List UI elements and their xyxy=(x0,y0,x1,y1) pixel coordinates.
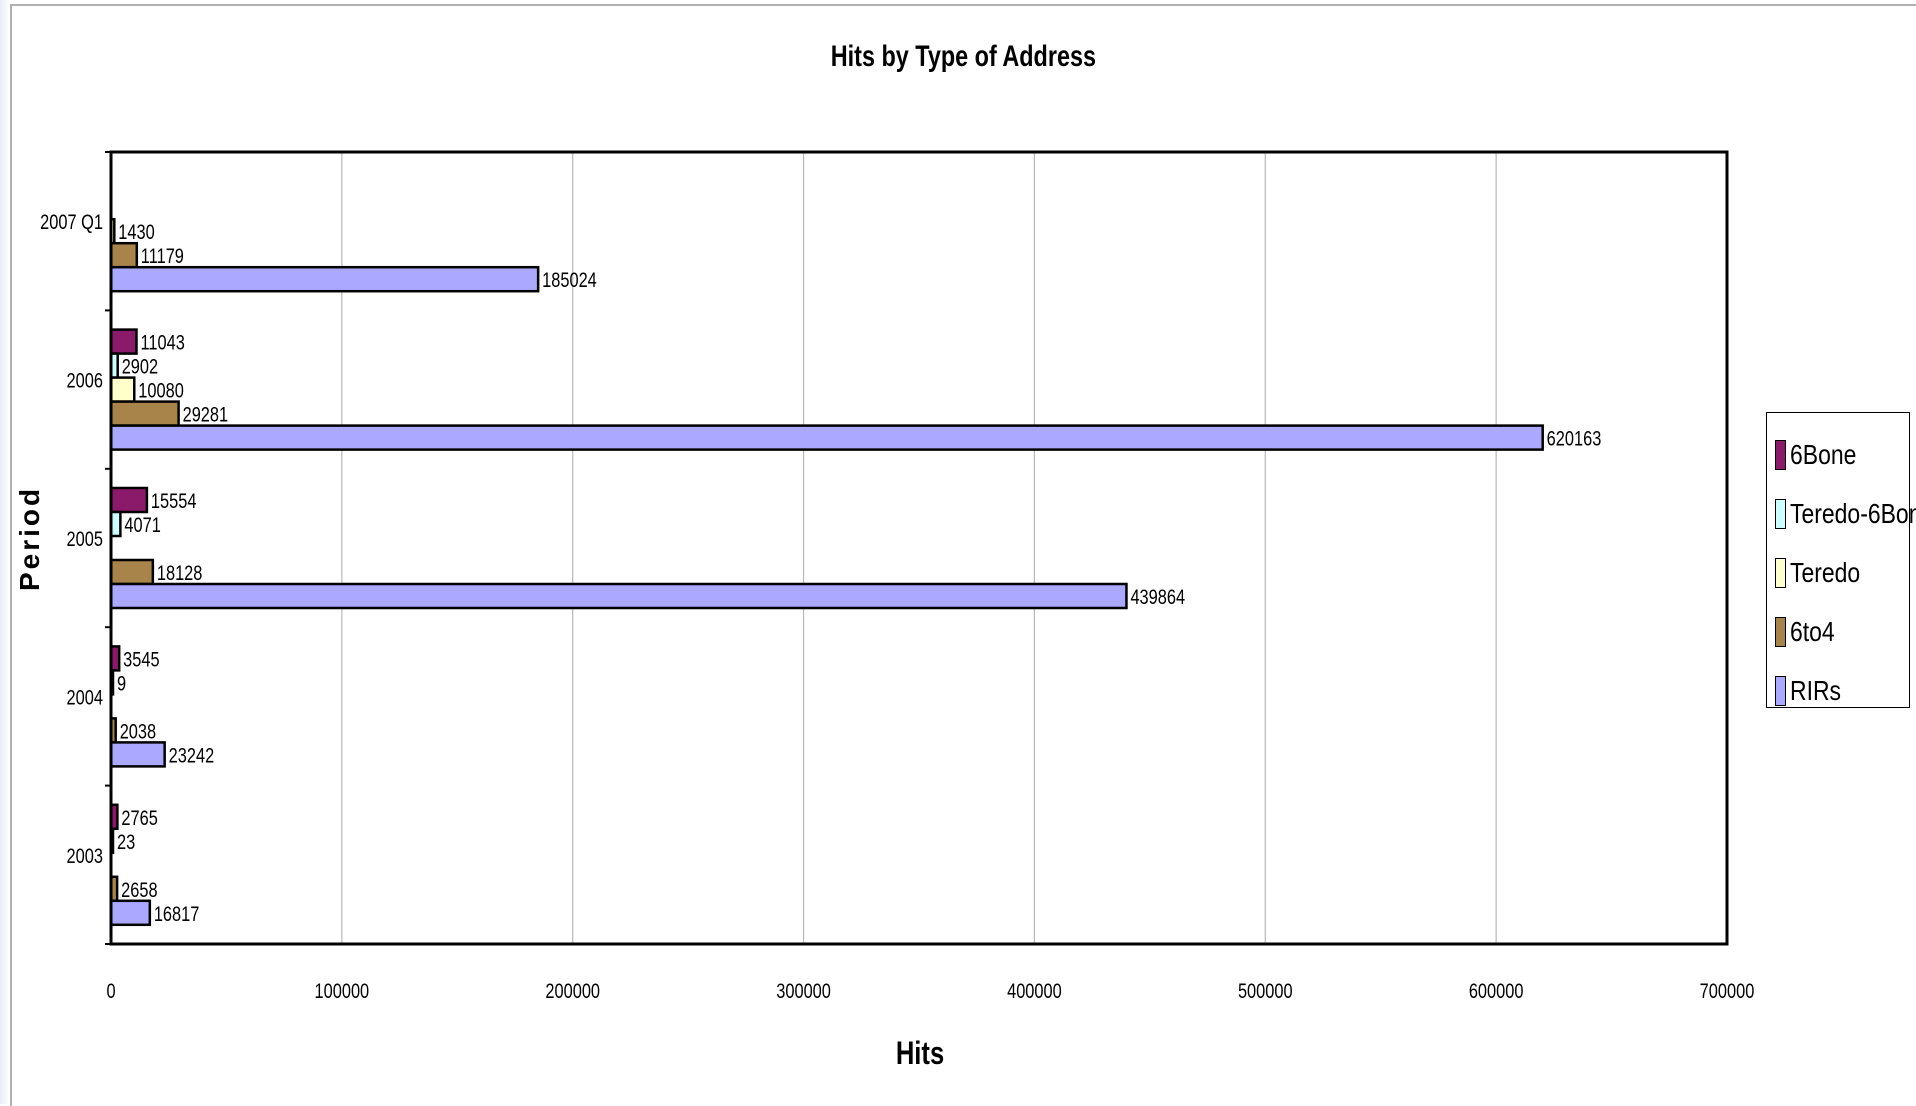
y-category-label: 2007 Q1 xyxy=(40,210,103,233)
legend-item: 6to4 xyxy=(1775,614,1845,650)
bar-value-label: 2902 xyxy=(122,355,158,378)
legend-item: 6Bone xyxy=(1775,437,1871,473)
legend-swatch xyxy=(1775,499,1786,529)
bar-rirs xyxy=(109,899,152,927)
bar-value-label: 18128 xyxy=(157,561,203,584)
plot-area-border xyxy=(109,150,1729,946)
bar-6to4 xyxy=(109,241,139,269)
x-tick-label: 100000 xyxy=(315,979,370,1002)
x-tick-label: 0 xyxy=(106,979,115,1002)
legend-label: 6Bone xyxy=(1790,439,1857,470)
bar-value-label: 2038 xyxy=(120,719,156,742)
bar-6to4 xyxy=(109,558,155,586)
bar-value-label: 15554 xyxy=(151,489,197,512)
legend-item: Teredo-6Bone xyxy=(1775,496,1916,532)
bar-value-label: 11179 xyxy=(141,244,184,267)
bar-rirs xyxy=(109,582,1128,610)
legend-swatch xyxy=(1775,617,1786,647)
bar-rirs xyxy=(109,741,166,768)
bar-value-label: 4071 xyxy=(124,513,160,536)
bar-value-label: 185024 xyxy=(542,268,597,291)
bar-teredo xyxy=(109,376,136,403)
bar-6bone xyxy=(109,328,138,355)
page-edge-strip xyxy=(0,0,10,1104)
x-tick-label: 700000 xyxy=(1700,979,1755,1002)
bar-value-label: 11043 xyxy=(140,331,184,354)
legend-label: Teredo-6Bone xyxy=(1790,498,1916,529)
bar-value-label: 29281 xyxy=(183,403,229,426)
legend-label: RIRs xyxy=(1790,675,1842,706)
bar-rirs xyxy=(109,265,540,293)
bar-value-label: 10080 xyxy=(138,379,184,402)
legend: 6Bone Teredo-6Bone Teredo 6to4 RIRs xyxy=(1766,412,1916,709)
legend-label: 6to4 xyxy=(1790,616,1835,647)
bar-value-label: 23242 xyxy=(169,743,215,766)
legend-item: RIRs xyxy=(1775,673,1852,709)
bar-value-label: 3545 xyxy=(123,647,159,670)
y-category-label: 2005 xyxy=(67,527,103,550)
x-tick-label: 500000 xyxy=(1238,979,1293,1002)
y-category-label: 2004 xyxy=(67,685,103,708)
legend-item: Teredo xyxy=(1775,555,1876,591)
bar-value-label: 2765 xyxy=(121,806,157,829)
bar-value-label: 9 xyxy=(117,671,126,694)
x-tick-label: 600000 xyxy=(1469,979,1524,1002)
y-axis-title: Period xyxy=(14,485,45,591)
chart-frame xyxy=(10,4,1916,1106)
bar-6bone xyxy=(109,486,149,514)
bar-rirs xyxy=(109,424,1544,451)
bar-6to4 xyxy=(109,400,180,427)
bar-value-label: 439864 xyxy=(1130,585,1185,608)
legend-swatch xyxy=(1775,558,1786,588)
y-category-label: 2003 xyxy=(67,844,103,867)
bar-value-label: 16817 xyxy=(154,902,200,925)
bar-value-label: 1430 xyxy=(118,220,154,243)
chart-title: Hits by Type of Address xyxy=(830,40,1097,73)
x-tick-label: 200000 xyxy=(545,979,600,1002)
bar-value-label: 23 xyxy=(117,830,135,853)
y-category-label: 2006 xyxy=(67,369,103,392)
x-tick-label: 300000 xyxy=(776,979,831,1002)
legend-label: Teredo xyxy=(1790,557,1861,588)
legend-swatch xyxy=(1775,676,1786,706)
legend-swatch xyxy=(1775,440,1786,470)
bar-value-label: 620163 xyxy=(1547,427,1602,450)
bar-value-label: 2658 xyxy=(121,878,157,901)
x-tick-label: 400000 xyxy=(1007,979,1062,1002)
x-axis-title: Hits xyxy=(895,1035,945,1071)
